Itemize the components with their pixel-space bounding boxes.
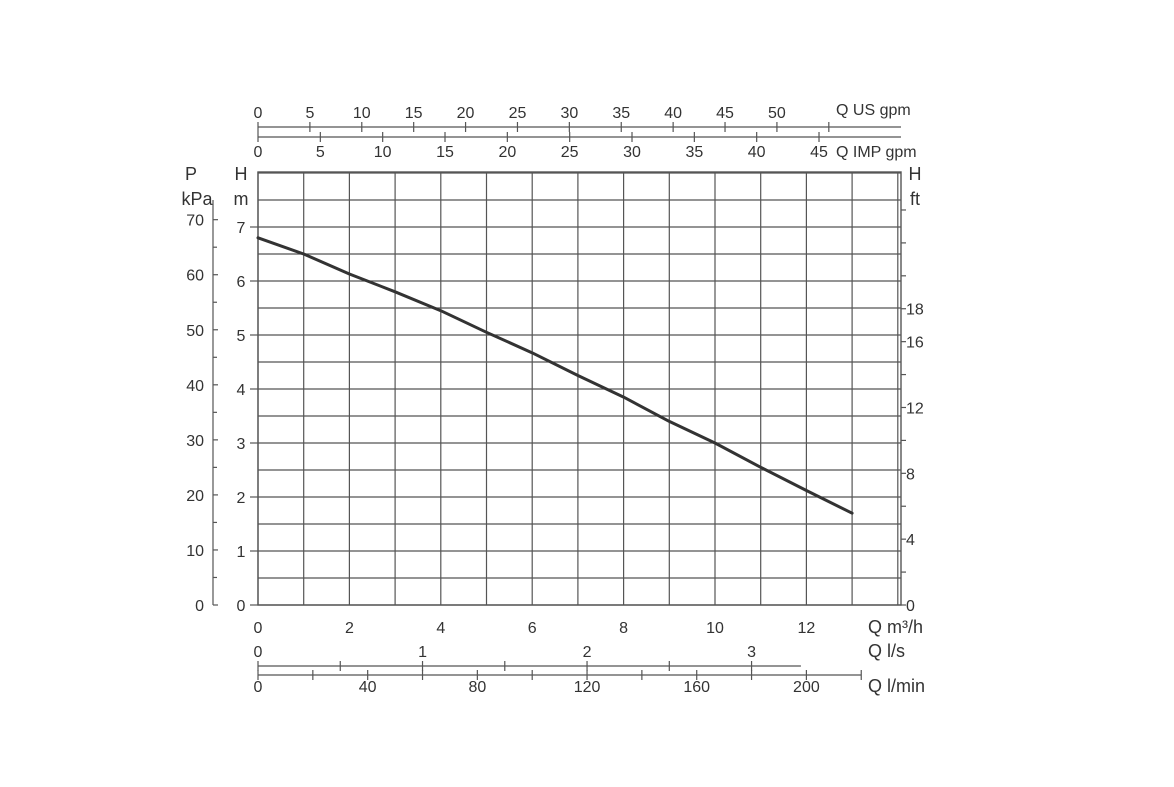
h-ft-tick-label: 4 (906, 532, 915, 549)
grid (257, 171, 902, 606)
q-impgpm-tick-label: 35 (685, 144, 703, 161)
h-m-tick-label: 0 (237, 598, 246, 615)
h-m-axis-unit: m (234, 189, 249, 209)
q-impgpm-tick-label: 20 (498, 144, 516, 161)
q-usgpm-tick-label: 5 (305, 105, 314, 122)
q-impgpm-tick-label: 45 (810, 144, 828, 161)
q-lmin-tick-label: 40 (359, 679, 377, 696)
h-m-tick-label: 1 (237, 544, 246, 561)
p-kpa-tick-label: 60 (186, 268, 204, 285)
q-lmin-tick-label: 120 (574, 679, 601, 696)
q-m3h-axis-label: Q m³/h (868, 617, 923, 637)
q-impgpm-tick-label: 25 (561, 144, 579, 161)
q-ls-tick-label: 2 (583, 644, 592, 661)
q-usgpm-tick-label: 45 (716, 105, 734, 122)
q-usgpm-tick-label: 0 (254, 105, 263, 122)
q-ls-tick-label: 3 (747, 644, 756, 661)
h-m-tick-label: 6 (237, 274, 246, 291)
h-m-axis-label: H (235, 164, 248, 184)
q-impgpm-tick-label: 15 (436, 144, 454, 161)
h-ft-tick-label: 12 (906, 400, 924, 417)
q-impgpm-axis-label: Q IMP gpm (836, 144, 917, 161)
q-usgpm-tick-label: 35 (612, 105, 630, 122)
q-m3h-tick-label: 0 (254, 620, 263, 637)
p-kpa-tick-label: 40 (186, 378, 204, 395)
h-ft-tick-label: 18 (906, 302, 924, 319)
q-usgpm-tick-label: 10 (353, 105, 371, 122)
q-ls-axis-label: Q l/s (868, 641, 905, 661)
q-ls-tick-label: 1 (418, 644, 427, 661)
q-lmin-tick-label: 0 (254, 679, 263, 696)
q-lmin-tick-label: 80 (468, 679, 486, 696)
h-m-tick-label: 3 (237, 436, 246, 453)
h-ft-axis-unit: ft (910, 189, 920, 209)
q-usgpm-tick-label: 25 (509, 105, 527, 122)
p-kpa-tick-label: 20 (186, 488, 204, 505)
p-kpa-axis-label: P (185, 164, 197, 184)
q-lmin-tick-label: 160 (683, 679, 710, 696)
q-impgpm-tick-label: 30 (623, 144, 641, 161)
p-kpa-tick-label: 0 (195, 598, 204, 615)
p-kpa-axis-unit: kPa (181, 189, 213, 209)
h-m-tick-label: 7 (237, 220, 246, 237)
p-kpa-tick-label: 70 (186, 213, 204, 230)
q-m3h-tick-label: 4 (436, 620, 445, 637)
p-kpa-tick-label: 50 (186, 323, 204, 340)
q-lmin-axis-label: Q l/min (868, 676, 925, 696)
q-m3h-tick-label: 10 (706, 620, 724, 637)
h-m-tick-label: 2 (237, 490, 246, 507)
h-ft-tick-label: 8 (906, 466, 915, 483)
h-ft-axis-label: H (909, 164, 922, 184)
q-usgpm-tick-label: 20 (457, 105, 475, 122)
h-ft-tick-label: 0 (906, 598, 915, 615)
q-m3h-tick-label: 12 (798, 620, 816, 637)
q-m3h-tick-label: 6 (528, 620, 537, 637)
axes: 01234567Hm010203040506070PkPa048121618Hf… (181, 102, 925, 696)
q-impgpm-tick-label: 5 (316, 144, 325, 161)
curve-layer (256, 236, 854, 515)
q-impgpm-tick-label: 0 (254, 144, 263, 161)
h-m-tick-label: 5 (237, 328, 246, 345)
p-kpa-tick-label: 30 (186, 433, 204, 450)
pump-curve-line (256, 236, 854, 515)
q-m3h-tick-label: 8 (619, 620, 628, 637)
q-lmin-tick-label: 200 (793, 679, 820, 696)
q-usgpm-axis-label: Q US gpm (836, 102, 911, 119)
q-usgpm-tick-label: 30 (560, 105, 578, 122)
q-usgpm-tick-label: 50 (768, 105, 786, 122)
q-usgpm-tick-label: 40 (664, 105, 682, 122)
q-usgpm-tick-label: 15 (405, 105, 423, 122)
h-m-tick-label: 4 (237, 382, 246, 399)
h-ft-tick-label: 16 (906, 335, 924, 352)
q-m3h-tick-label: 2 (345, 620, 354, 637)
p-kpa-tick-label: 10 (186, 543, 204, 560)
q-impgpm-tick-label: 40 (748, 144, 766, 161)
q-impgpm-tick-label: 10 (374, 144, 392, 161)
q-ls-tick-label: 0 (254, 644, 263, 661)
